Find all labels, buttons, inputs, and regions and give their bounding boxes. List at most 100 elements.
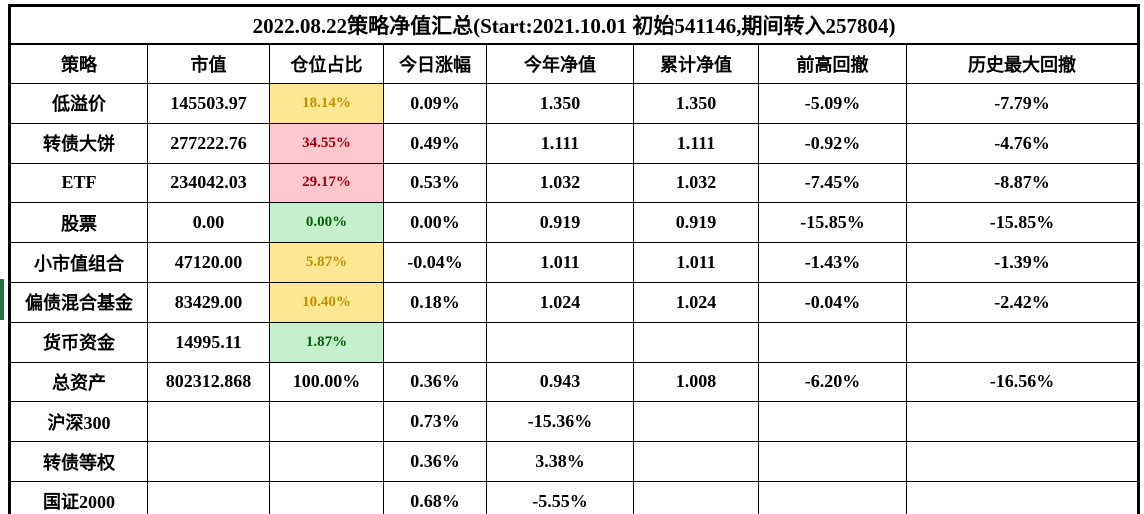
cell-max-drawdown xyxy=(905,441,1140,482)
cell-drawdown-prev: -1.43% xyxy=(758,242,907,283)
row-label: 股票 xyxy=(9,202,148,244)
cell-position-pct xyxy=(269,480,384,514)
cell-max-drawdown: -8.87% xyxy=(905,162,1140,204)
cell-ytd-nav: 1.032 xyxy=(486,162,634,204)
row-label: 国证2000 xyxy=(9,480,148,514)
column-header-max-drawdown: 历史最大回撤 xyxy=(905,43,1140,84)
cell-today-change: 0.00% xyxy=(383,202,487,244)
row-label: 沪深300 xyxy=(9,401,148,443)
strategy-net-value-table: 2022.08.22策略净值汇总(Start:2021.10.01 初始5411… xyxy=(8,4,1141,514)
cell-ytd-nav: 1.350 xyxy=(486,83,634,124)
cell-drawdown-prev: -0.92% xyxy=(758,122,907,164)
cell-cum-nav: 0.919 xyxy=(633,202,759,244)
column-header-strategy: 策略 xyxy=(9,43,148,84)
column-header-cum-nav: 累计净值 xyxy=(633,43,759,84)
row-label: 货币资金 xyxy=(9,321,148,363)
cell-market-value: 277222.76 xyxy=(147,122,270,164)
cell-market-value: 145503.97 xyxy=(147,83,270,124)
cell-position-pct xyxy=(269,441,384,482)
cell-max-drawdown: -16.56% xyxy=(905,361,1140,403)
cell-drawdown-prev xyxy=(758,480,907,514)
cell-ytd-nav: 1.011 xyxy=(486,242,634,283)
row-label: 总资产 xyxy=(9,361,148,403)
row-label: ETF xyxy=(9,162,148,204)
cell-today-change: 0.09% xyxy=(383,83,487,124)
cell-ytd-nav: 3.38% xyxy=(486,441,634,482)
cell-today-change: 0.49% xyxy=(383,122,487,164)
cell-drawdown-prev xyxy=(758,401,907,443)
column-header-position-pct: 仓位占比 xyxy=(269,43,384,84)
table-row: ETF 234042.03 29.17% 0.53% 1.032 1.032 -… xyxy=(9,162,1140,204)
cell-ytd-nav: 1.024 xyxy=(486,281,634,323)
table-row: 转债大饼 277222.76 34.55% 0.49% 1.111 1.111 … xyxy=(9,122,1140,164)
table-row: 转债等权 0.36% 3.38% xyxy=(9,441,1140,482)
table-row: 沪深300 0.73% -15.36% xyxy=(9,401,1140,443)
cell-cum-nav xyxy=(633,321,759,363)
cell-position-pct: 10.40% xyxy=(269,281,384,323)
cell-ytd-nav: 0.919 xyxy=(486,202,634,244)
cell-max-drawdown xyxy=(905,401,1140,443)
cell-max-drawdown: -7.79% xyxy=(905,83,1140,124)
cell-today-change: 0.36% xyxy=(383,441,487,482)
cell-cum-nav: 1.008 xyxy=(633,361,759,403)
cell-max-drawdown xyxy=(905,480,1140,514)
cell-max-drawdown xyxy=(905,321,1140,363)
cell-max-drawdown: -15.85% xyxy=(905,202,1140,244)
cell-max-drawdown: -2.42% xyxy=(905,281,1140,323)
table-row: 低溢价 145503.97 18.14% 0.09% 1.350 1.350 -… xyxy=(9,83,1140,124)
cell-position-pct: 100.00% xyxy=(269,361,384,403)
cell-cum-nav: 1.011 xyxy=(633,242,759,283)
cell-position-pct: 0.00% xyxy=(269,202,384,244)
active-row-marker xyxy=(0,279,4,320)
cell-today-change: 0.36% xyxy=(383,361,487,403)
cell-position-pct xyxy=(269,401,384,443)
cell-cum-nav: 1.350 xyxy=(633,83,759,124)
cell-drawdown-prev: -6.20% xyxy=(758,361,907,403)
cell-max-drawdown: -1.39% xyxy=(905,242,1140,283)
cell-market-value: 14995.11 xyxy=(147,321,270,363)
cell-today-change xyxy=(383,321,487,363)
cell-position-pct: 1.87% xyxy=(269,321,384,363)
cell-cum-nav xyxy=(633,480,759,514)
cell-cum-nav: 1.032 xyxy=(633,162,759,204)
table-header-row: 策略 市值 仓位占比 今日涨幅 今年净值 累计净值 前高回撤 历史最大回撤 xyxy=(9,43,1140,84)
cell-ytd-nav xyxy=(486,321,634,363)
cell-drawdown-prev: -15.85% xyxy=(758,202,907,244)
table-row: 股票 0.00 0.00% 0.00% 0.919 0.919 -15.85% … xyxy=(9,202,1140,244)
cell-today-change: -0.04% xyxy=(383,242,487,283)
row-label: 偏债混合基金 xyxy=(9,281,148,323)
cell-market-value: 47120.00 xyxy=(147,242,270,283)
cell-market-value: 234042.03 xyxy=(147,162,270,204)
table-row: 总资产 802312.868 100.00% 0.36% 0.943 1.008… xyxy=(9,361,1140,403)
cell-position-pct: 34.55% xyxy=(269,122,384,164)
cell-market-value xyxy=(147,441,270,482)
table-row: 小市值组合 47120.00 5.87% -0.04% 1.011 1.011 … xyxy=(9,242,1140,283)
cell-today-change: 0.68% xyxy=(383,480,487,514)
cell-today-change: 0.53% xyxy=(383,162,487,204)
cell-today-change: 0.73% xyxy=(383,401,487,443)
cell-cum-nav: 1.024 xyxy=(633,281,759,323)
cell-ytd-nav: 1.111 xyxy=(486,122,634,164)
table-row: 货币资金 14995.11 1.87% xyxy=(9,321,1140,363)
cell-position-pct: 29.17% xyxy=(269,162,384,204)
cell-position-pct: 5.87% xyxy=(269,242,384,283)
table-row: 国证2000 0.68% -5.55% xyxy=(9,480,1140,514)
row-label: 小市值组合 xyxy=(9,242,148,283)
cell-cum-nav xyxy=(633,401,759,443)
cell-drawdown-prev: -7.45% xyxy=(758,162,907,204)
cell-market-value xyxy=(147,480,270,514)
table-title: 2022.08.22策略净值汇总(Start:2021.10.01 初始5411… xyxy=(8,5,1140,45)
cell-market-value: 802312.868 xyxy=(147,361,270,403)
cell-cum-nav xyxy=(633,441,759,482)
row-label: 低溢价 xyxy=(9,83,148,124)
column-header-ytd-nav: 今年净值 xyxy=(486,43,634,84)
cell-max-drawdown: -4.76% xyxy=(905,122,1140,164)
cell-market-value xyxy=(147,401,270,443)
cell-market-value: 83429.00 xyxy=(147,281,270,323)
row-label: 转债等权 xyxy=(9,441,148,482)
table-row: 偏债混合基金 83429.00 10.40% 0.18% 1.024 1.024… xyxy=(9,281,1140,323)
cell-drawdown-prev xyxy=(758,321,907,363)
cell-ytd-nav: -5.55% xyxy=(486,480,634,514)
cell-cum-nav: 1.111 xyxy=(633,122,759,164)
cell-drawdown-prev: -5.09% xyxy=(758,83,907,124)
